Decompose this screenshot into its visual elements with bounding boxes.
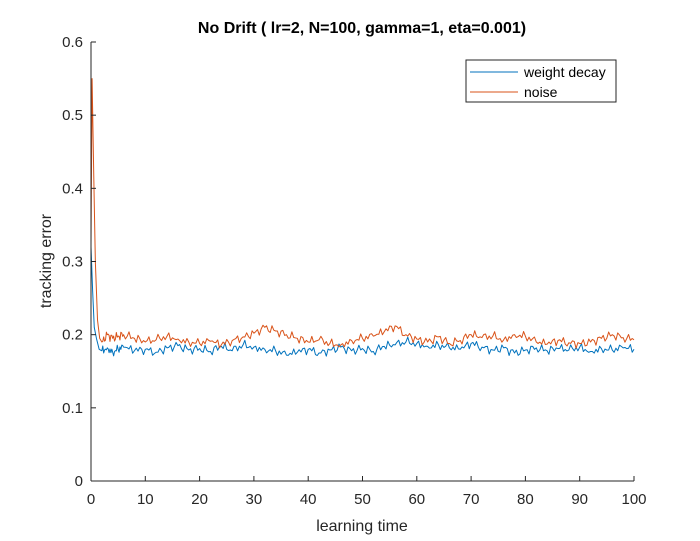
- series-line-noise: [90, 78, 635, 349]
- x-tick-label: 70: [463, 491, 480, 508]
- legend: weight decay noise: [465, 59, 617, 103]
- y-tick-label: 0.2: [62, 327, 83, 344]
- x-tick-label: 90: [571, 491, 588, 508]
- series-line-weight-decay: [90, 246, 635, 357]
- y-tick-label: 0: [75, 473, 83, 490]
- chart-title: No Drift ( lr=2, N=100, gamma=1, eta=0.0…: [198, 20, 526, 37]
- y-tick-label: 0.1: [62, 400, 83, 417]
- x-tick-label: 60: [408, 491, 425, 508]
- x-tick-label: 10: [137, 491, 154, 508]
- y-tick-label: 0.3: [62, 254, 83, 271]
- legend-label-weight-decay: weight decay: [523, 64, 606, 80]
- x-tick-label: 50: [354, 491, 371, 508]
- series-layer: [90, 78, 635, 357]
- y-tick-label: 0.4: [62, 180, 83, 197]
- y-axis-label: tracking error: [38, 213, 55, 308]
- axes-layer: 0 10 20 30 40 50 60 70 80 90 100 0 0.1 0.2 0.3 0.4 0.5 0.…: [62, 34, 646, 508]
- x-tick-label: 40: [300, 491, 317, 508]
- legend-label-noise: noise: [524, 84, 558, 100]
- x-tick-label: 80: [517, 491, 534, 508]
- legend-box: [465, 59, 617, 103]
- x-tick-label: 0: [87, 491, 95, 508]
- plot-area: 0 10 20 30 40 50 60 70 80 90 100 0 0.1 0.2 0.3 0.4 0.5 0.…: [62, 34, 646, 508]
- x-tick-label: 100: [621, 491, 646, 508]
- y-tick-label: 0.5: [62, 107, 83, 124]
- y-tick-label: 0.6: [62, 34, 83, 51]
- x-tick-label: 20: [191, 491, 208, 508]
- x-tick-label: 30: [246, 491, 263, 508]
- x-axis-label: learning time: [316, 518, 408, 535]
